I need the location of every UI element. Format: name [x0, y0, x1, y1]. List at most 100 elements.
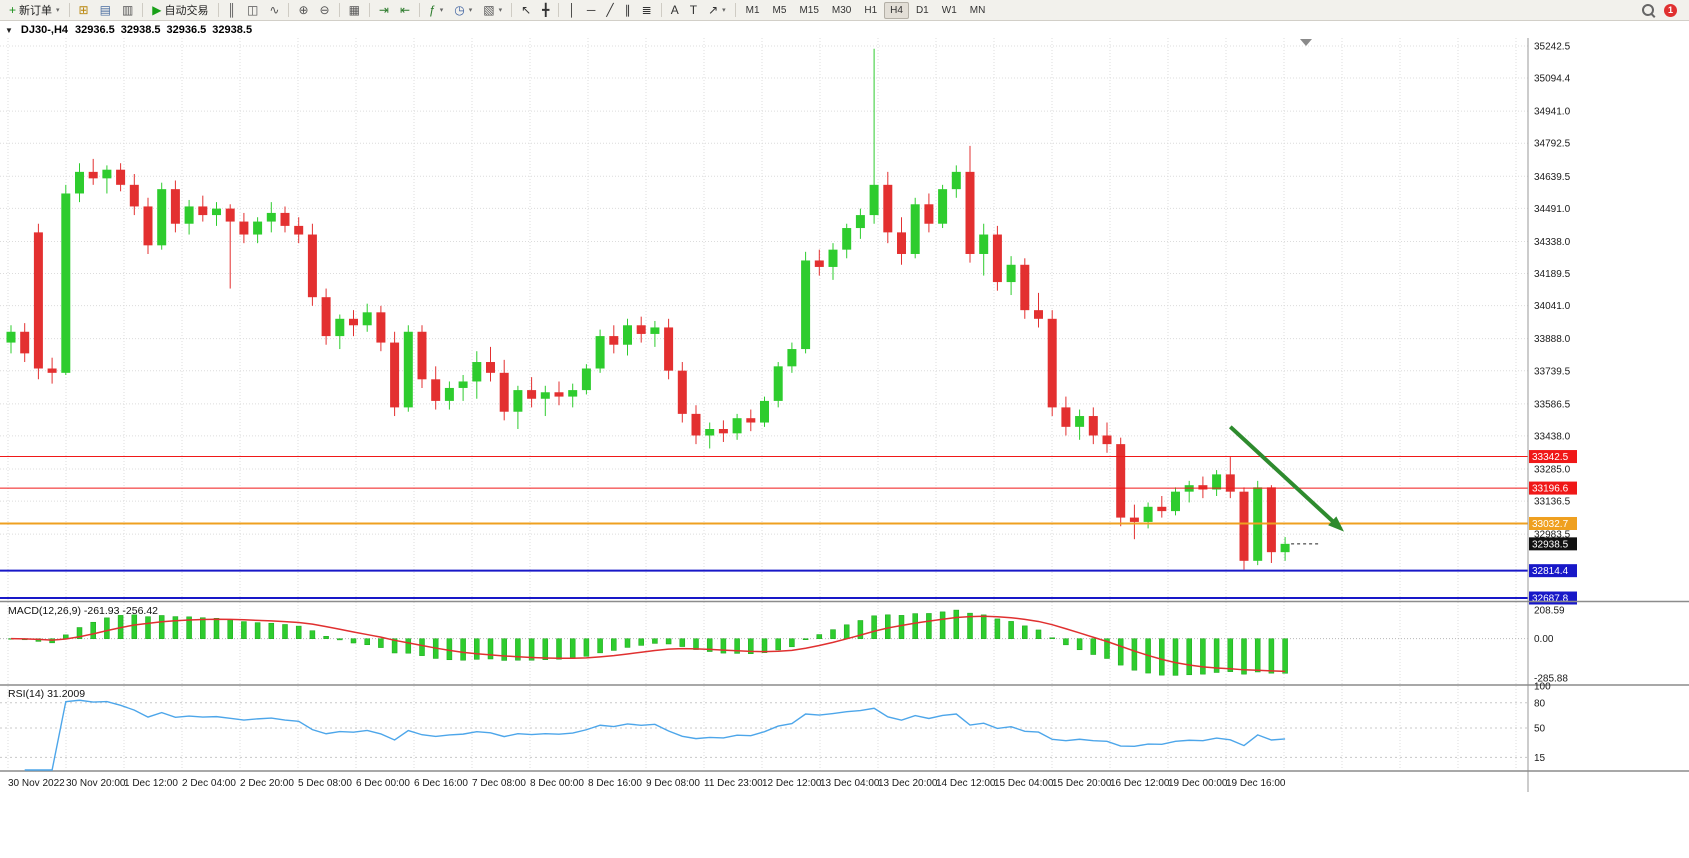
autotrading-label: 自动交易	[164, 5, 209, 17]
zoom-out-button[interactable]: ⊖	[315, 1, 335, 20]
rsi-axis-label: 15	[1534, 753, 1546, 764]
horizontal-line-button[interactable]: ─	[582, 1, 601, 20]
equidistant-channel-button[interactable]: ∥	[620, 1, 636, 20]
time-axis[interactable]: 30 Nov 2022 30 Nov 20:001 Dec 12:00 2 Dec …	[8, 778, 1286, 789]
candle-body	[212, 208, 221, 216]
timeframe-toolbar: M1 M5 M15 M30 H1 H4 D1 W1 MN	[740, 1, 992, 19]
toolbar-separator	[217, 3, 219, 17]
candle-body	[362, 312, 372, 326]
timeframe-m30-button[interactable]: M30	[831, 4, 852, 16]
timeframe-m1-button[interactable]: M1	[745, 4, 760, 16]
candle-body	[225, 208, 235, 222]
zoom-in-button[interactable]: ⊕	[293, 1, 313, 20]
text-label-button[interactable]: T	[685, 1, 702, 20]
caret-down-icon: ▾	[56, 7, 60, 14]
fibonacci-button[interactable]: ≣	[637, 1, 657, 20]
toolbar-separator	[511, 3, 513, 17]
price-axis-label: 33586.5	[1534, 399, 1571, 410]
trend-arrow-annotation[interactable]	[1228, 425, 1345, 532]
chart-shift-button[interactable]: ⇤	[395, 1, 415, 20]
arrows-button[interactable]: ↗ ▾	[703, 1, 731, 20]
macd-signal-line	[10, 615, 1286, 673]
macd-label: MACD(12,26,9) -261.93 -256.42	[8, 605, 158, 617]
trendline-button[interactable]: ╱	[601, 1, 618, 20]
low-value: 32936.5	[166, 24, 207, 36]
chart-candles-button[interactable]: ◫	[242, 1, 263, 20]
toolbar-separator	[368, 3, 370, 17]
timeframe-m15-button[interactable]: M15	[799, 4, 819, 16]
time-axis-label: 7 Dec 08:00	[472, 778, 526, 789]
timeframe-h4-button[interactable]: H4	[884, 1, 909, 19]
candle-body	[527, 390, 537, 399]
templates-icon: ▧	[483, 3, 495, 17]
trendline-icon: ╱	[606, 3, 614, 17]
periods-button[interactable]: ◷ ▾	[449, 1, 477, 20]
candle-body	[253, 221, 263, 235]
candle-body	[1102, 435, 1112, 445]
timeframe-m5-button[interactable]: M5	[772, 4, 787, 16]
time-axis-label: 15 Dec 20:00	[1052, 778, 1112, 789]
timeframe-d1-button[interactable]: D1	[915, 4, 929, 16]
candle-body	[1034, 310, 1043, 319]
price-badge: 33196.6	[1529, 481, 1577, 495]
candle-body	[979, 234, 989, 254]
candle-body	[170, 189, 180, 224]
candle-body	[1061, 407, 1071, 427]
autotrading-button[interactable]: ▶ 自动交易	[147, 1, 213, 20]
notification-badge[interactable]: 1	[1664, 3, 1677, 17]
text-button[interactable]: A	[666, 1, 684, 20]
price-badge: 32687.8	[1529, 591, 1577, 605]
one-click-trading-toggle[interactable]: ▼	[5, 25, 13, 35]
chart-bars-button[interactable]: ║	[223, 1, 242, 20]
candle-body	[732, 418, 742, 434]
search-icon[interactable]	[1642, 4, 1654, 16]
candle-body	[1088, 416, 1098, 436]
price-axis-label: 34792.5	[1534, 139, 1571, 150]
timeframe-h1-button[interactable]: H1	[864, 4, 878, 16]
equidistant-channel-icon: ∥	[624, 3, 631, 17]
tile-windows-icon: ▦	[348, 3, 360, 17]
cursor-button[interactable]: ↖	[516, 1, 536, 20]
time-axis-label: 12 Dec 12:00	[762, 778, 822, 789]
vertical-line-button[interactable]: │	[563, 1, 581, 20]
price-axis-label: 34491.0	[1534, 204, 1571, 215]
timeframe-mn-button[interactable]: MN	[969, 4, 986, 16]
price-badge: 32814.4	[1529, 564, 1577, 578]
price-badge: 33342.5	[1529, 450, 1577, 464]
candle-body	[307, 234, 317, 298]
chart-line-button[interactable]: ∿	[264, 1, 284, 20]
new-order-button[interactable]: + 新订单 ▾	[4, 1, 65, 20]
text-icon: A	[670, 3, 679, 17]
chart-shift-marker[interactable]	[1300, 39, 1312, 46]
candle-body	[718, 429, 728, 434]
auto-scroll-button[interactable]: ⇥	[374, 1, 394, 20]
candle-body	[116, 169, 126, 185]
data-window-button[interactable]: ▥	[117, 1, 138, 20]
price-badge-label: 33032.7	[1532, 519, 1569, 530]
price-axis-label: 34338.0	[1534, 237, 1571, 248]
indicators-button[interactable]: ƒ ▾	[424, 1, 448, 20]
templates-button[interactable]: ▧ ▾	[478, 1, 507, 20]
crosshair-button[interactable]: ╋	[537, 1, 554, 20]
candle-body	[431, 379, 441, 401]
candle-body	[61, 193, 71, 373]
candle-body	[184, 206, 194, 224]
tile-windows-button[interactable]: ▦	[344, 1, 365, 20]
candle-body	[554, 392, 564, 397]
candle-body	[1266, 487, 1276, 553]
candle-body	[636, 325, 646, 334]
timeframe-w1-button[interactable]: W1	[941, 4, 957, 16]
arrows-icon: ↗	[708, 3, 719, 17]
candle-body	[75, 171, 84, 194]
price-badge-label: 33196.6	[1532, 484, 1569, 495]
candle-body	[910, 204, 920, 254]
chart-profiles-button[interactable]: ▤	[95, 1, 116, 20]
candle-body	[1075, 416, 1085, 427]
price-axis[interactable]: 35242.5 35094.4 34941.0 34792.5 34639.5 34491…	[1534, 42, 1571, 541]
candle-body	[88, 171, 98, 179]
new-chart-button[interactable]: ⊞	[74, 1, 94, 20]
candle-body	[581, 368, 591, 391]
price-badge-label: 32687.8	[1532, 594, 1569, 605]
candle-body	[47, 368, 57, 373]
